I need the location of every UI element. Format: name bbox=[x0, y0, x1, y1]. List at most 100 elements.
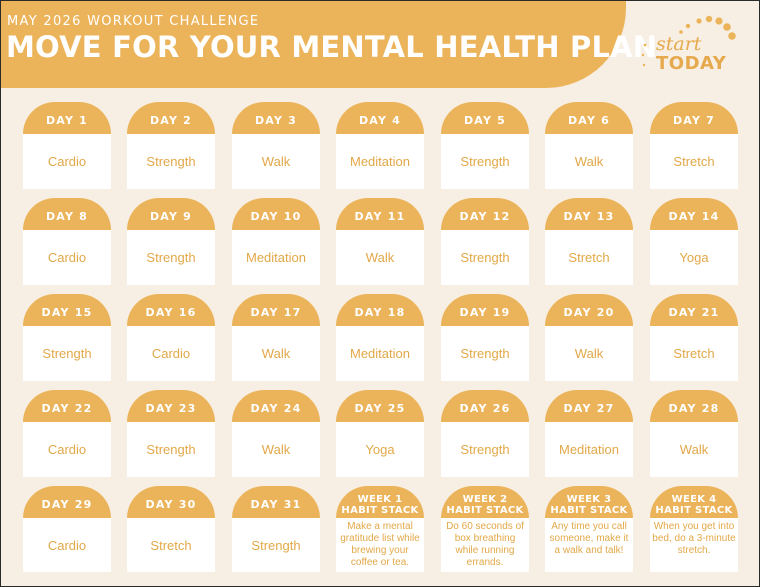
day-header: DAY 27 bbox=[545, 390, 633, 422]
day-card: DAY 10 Meditation bbox=[232, 198, 320, 285]
day-label: DAY 11 bbox=[354, 210, 406, 223]
day-card: DAY 29 Cardio bbox=[23, 486, 111, 572]
day-label: DAY 25 bbox=[354, 402, 406, 415]
habit-stack-card: WEEK 4 HABIT STACK When you get into bed, … bbox=[650, 486, 738, 572]
day-header: DAY 3 bbox=[232, 102, 320, 134]
day-header: DAY 24 bbox=[232, 390, 320, 422]
day-activity: Strength bbox=[127, 230, 215, 285]
day-label: DAY 26 bbox=[459, 402, 511, 415]
day-label: DAY 4 bbox=[358, 114, 402, 127]
day-label: DAY 10 bbox=[250, 210, 302, 223]
day-activity: Cardio bbox=[23, 134, 111, 189]
habit-stack-label: HABIT STACK bbox=[446, 505, 524, 516]
day-card: DAY 7 Stretch bbox=[650, 102, 738, 189]
day-card: DAY 4 Meditation bbox=[336, 102, 424, 189]
day-label: DAY 13 bbox=[563, 210, 615, 223]
page-subtitle: MAY 2026 WORKOUT CHALLENGE bbox=[7, 14, 260, 29]
habit-stack-card: WEEK 3 HABIT STACK Any time you call someo… bbox=[545, 486, 633, 572]
day-header: DAY 31 bbox=[232, 486, 320, 518]
day-label: DAY 17 bbox=[250, 306, 302, 319]
day-header: DAY 12 bbox=[441, 198, 529, 230]
day-card: DAY 24 Walk bbox=[232, 390, 320, 477]
day-card: DAY 19 Strength bbox=[441, 294, 529, 381]
day-activity: Walk bbox=[232, 134, 320, 189]
day-activity: Meditation bbox=[545, 422, 633, 477]
day-header: DAY 26 bbox=[441, 390, 529, 422]
day-label: DAY 18 bbox=[354, 306, 406, 319]
day-activity: Strength bbox=[441, 230, 529, 285]
day-card: DAY 31 Strength bbox=[232, 486, 320, 572]
day-header: DAY 2 bbox=[127, 102, 215, 134]
day-label: DAY 2 bbox=[149, 114, 193, 127]
day-card: DAY 3 Walk bbox=[232, 102, 320, 189]
day-header: DAY 18 bbox=[336, 294, 424, 326]
day-activity: Strength bbox=[441, 326, 529, 381]
day-card: DAY 16 Cardio bbox=[127, 294, 215, 381]
day-label: DAY 29 bbox=[41, 498, 93, 511]
day-header: DAY 20 bbox=[545, 294, 633, 326]
day-label: DAY 31 bbox=[250, 498, 302, 511]
day-card: DAY 20 Walk bbox=[545, 294, 633, 381]
day-label: DAY 22 bbox=[41, 402, 93, 415]
day-card: DAY 28 Walk bbox=[650, 390, 738, 477]
day-card: DAY 6 Walk bbox=[545, 102, 633, 189]
day-label: DAY 21 bbox=[668, 306, 720, 319]
habit-stack-card: WEEK 2 HABIT STACK Do 60 seconds of box br… bbox=[441, 486, 529, 572]
day-activity: Strength bbox=[127, 422, 215, 477]
day-activity: Yoga bbox=[336, 422, 424, 477]
day-activity: Walk bbox=[336, 230, 424, 285]
day-card: DAY 25 Yoga bbox=[336, 390, 424, 477]
day-card: DAY 26 Strength bbox=[441, 390, 529, 477]
day-activity: Strength bbox=[23, 326, 111, 381]
day-label: DAY 1 bbox=[45, 114, 89, 127]
day-activity: Meditation bbox=[232, 230, 320, 285]
day-label: DAY 5 bbox=[463, 114, 507, 127]
day-activity: Stretch bbox=[650, 134, 738, 189]
day-label: DAY 20 bbox=[563, 306, 615, 319]
day-activity: Cardio bbox=[23, 422, 111, 477]
day-activity: Strength bbox=[441, 134, 529, 189]
habit-stack-label: HABIT STACK bbox=[550, 505, 628, 516]
week-label: WEEK 1 bbox=[357, 494, 403, 505]
day-activity: Strength bbox=[127, 134, 215, 189]
day-label: DAY 7 bbox=[672, 114, 716, 127]
logo: start TODAY bbox=[639, 15, 749, 79]
day-card: DAY 17 Walk bbox=[232, 294, 320, 381]
logo-text-today: TODAY bbox=[656, 53, 727, 74]
habit-stack-card: WEEK 1 HABIT STACK Make a mental gratitude… bbox=[336, 486, 424, 572]
day-activity: Meditation bbox=[336, 326, 424, 381]
day-activity: Stretch bbox=[650, 326, 738, 381]
day-label: DAY 30 bbox=[145, 498, 197, 511]
day-activity: Strength bbox=[441, 422, 529, 477]
day-card: DAY 13 Stretch bbox=[545, 198, 633, 285]
day-header: DAY 7 bbox=[650, 102, 738, 134]
habit-stack-header: WEEK 4 HABIT STACK bbox=[650, 486, 738, 518]
week-label: WEEK 2 bbox=[462, 494, 508, 505]
day-label: DAY 12 bbox=[459, 210, 511, 223]
habit-stack-header: WEEK 1 HABIT STACK bbox=[336, 486, 424, 518]
header-banner: MAY 2026 WORKOUT CHALLENGE MOVE FOR YOUR… bbox=[1, 1, 657, 88]
day-header: DAY 29 bbox=[23, 486, 111, 518]
day-header: DAY 10 bbox=[232, 198, 320, 230]
day-label: DAY 15 bbox=[41, 306, 93, 319]
habit-stack-text: Make a mental gratitude list while brewi… bbox=[336, 518, 424, 572]
day-label: DAY 6 bbox=[567, 114, 611, 127]
day-card: DAY 15 Strength bbox=[23, 294, 111, 381]
habit-stack-text: Any time you call someone, make it a wal… bbox=[545, 518, 633, 572]
day-card: DAY 9 Strength bbox=[127, 198, 215, 285]
day-header: DAY 5 bbox=[441, 102, 529, 134]
day-label: DAY 8 bbox=[45, 210, 89, 223]
day-header: DAY 13 bbox=[545, 198, 633, 230]
day-header: DAY 28 bbox=[650, 390, 738, 422]
day-header: DAY 8 bbox=[23, 198, 111, 230]
day-activity: Stretch bbox=[127, 518, 215, 572]
day-header: DAY 19 bbox=[441, 294, 529, 326]
day-activity: Walk bbox=[545, 134, 633, 189]
day-label: DAY 27 bbox=[563, 402, 615, 415]
day-header: DAY 14 bbox=[650, 198, 738, 230]
day-header: DAY 23 bbox=[127, 390, 215, 422]
day-card: DAY 21 Stretch bbox=[650, 294, 738, 381]
day-activity: Meditation bbox=[336, 134, 424, 189]
day-header: DAY 9 bbox=[127, 198, 215, 230]
